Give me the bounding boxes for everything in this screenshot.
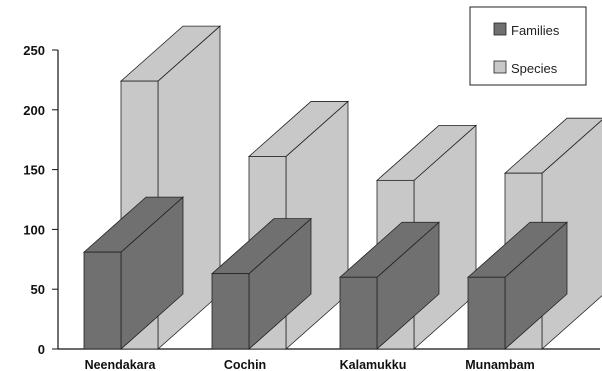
y-tick-label: 100 bbox=[23, 222, 45, 237]
category-label-kalamukku: Kalamukku bbox=[340, 358, 407, 371]
families-bar-cochin-front bbox=[211, 273, 250, 350]
y-tick-label: 0 bbox=[38, 342, 45, 357]
families-bar-cochin bbox=[210, 217, 313, 350]
families-bar-munambam bbox=[466, 221, 569, 350]
y-tick-label: 200 bbox=[23, 103, 45, 118]
y-tick-label: 150 bbox=[23, 163, 45, 178]
bars bbox=[82, 25, 602, 350]
legend: Families Species bbox=[469, 6, 587, 86]
legend-swatch-families bbox=[493, 22, 507, 36]
category-label-neendakara: Neendakara bbox=[85, 358, 157, 371]
families-bar-munambam-front bbox=[467, 276, 506, 350]
category-label-munambam: Munambam bbox=[465, 358, 534, 371]
legend-label-families: Families bbox=[511, 23, 560, 38]
y-tick-label: 250 bbox=[23, 43, 45, 58]
families-bar-neendakara bbox=[82, 196, 185, 350]
legend-swatch-species bbox=[493, 60, 507, 74]
legend-box bbox=[469, 6, 587, 86]
families-bar-kalamukku bbox=[338, 221, 441, 350]
families-bar-neendakara-front bbox=[83, 251, 122, 350]
category-labels: Neendakara Cochin Kalamukku Munambam bbox=[85, 358, 535, 371]
legend-label-species: Species bbox=[511, 61, 558, 76]
y-tick-label: 50 bbox=[31, 282, 45, 297]
families-bar-kalamukku-front bbox=[339, 276, 378, 350]
category-label-cochin: Cochin bbox=[224, 358, 266, 371]
